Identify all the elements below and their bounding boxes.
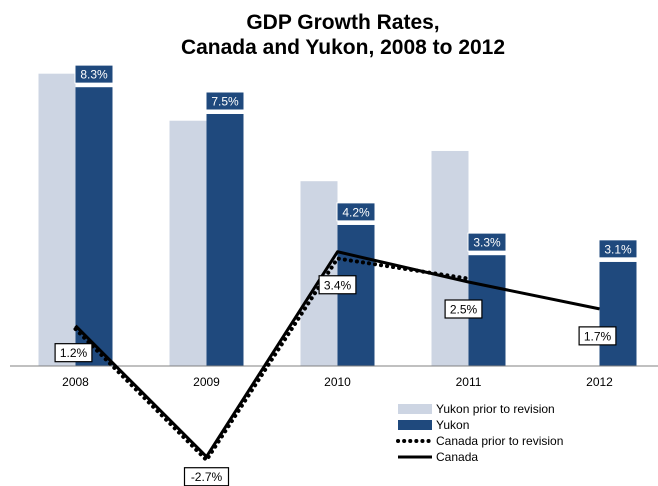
x-tick-label-2011: 2011 (456, 375, 482, 389)
line-label-box (578, 326, 617, 346)
legend: Yukon prior to revision Yukon Canada prior… (396, 402, 563, 464)
legend-label-0: Yukon prior to revision (436, 402, 555, 416)
x-tick-label-2009: 2009 (193, 375, 220, 389)
x-tick-labels: 2008 2009 2010 2011 2012 (62, 375, 613, 389)
bar-yukon-2008 (75, 87, 113, 367)
legend-label-1: Yukon (436, 418, 469, 432)
canada-prior-line (73, 256, 471, 463)
canada-label-2011: 2.5% (450, 303, 478, 317)
bar-yukon-prior-2010 (300, 181, 338, 366)
bar-labels-layer: 8.3% 7.5% 4.2% 3.3% 3.1% (74, 64, 638, 262)
x-tick-label-2008: 2008 (62, 375, 89, 389)
line-label-box (54, 343, 93, 363)
bar-label-2008: 8.3% (80, 68, 108, 82)
bar-yukon-2010 (337, 224, 375, 366)
bar-yukon-prior-2009 (169, 120, 207, 366)
bar-yukon-prior-2011 (431, 150, 469, 366)
x-tick-label-2010: 2010 (324, 375, 351, 389)
lines-layer (73, 250, 600, 463)
bar-label-box (467, 232, 507, 252)
bar-label-2010: 4.2% (342, 205, 370, 219)
chart-title-line-1: GDP Growth Rates, (246, 11, 439, 34)
bar-yukon-2012 (599, 261, 637, 366)
canada-label-2010: 3.4% (324, 278, 352, 292)
bar-yukon-prior-2008 (38, 73, 76, 367)
bar-yukon-2009 (206, 114, 244, 366)
canada-label-2009: -2.7% (191, 470, 223, 484)
legend-label-3: Canada (436, 450, 478, 464)
legend-swatch-1 (398, 420, 432, 430)
bar-label-2011: 3.3% (473, 236, 501, 250)
chart-title-line-2: Canada and Yukon, 2008 to 2012 (181, 36, 505, 59)
legend-label-2: Canada prior to revision (436, 434, 563, 448)
canada-label-2008: 1.2% (60, 346, 88, 360)
bar-label-box (598, 239, 638, 259)
canada-label-2012: 1.7% (584, 329, 612, 343)
bar-label-2009: 7.5% (211, 95, 239, 109)
x-tick-label-2012: 2012 (586, 375, 613, 389)
legend-swatch-0 (398, 404, 432, 414)
line-label-box (318, 275, 357, 295)
bar-label-box (74, 64, 114, 84)
bar-label-box (336, 202, 376, 222)
bars-layer (38, 73, 637, 367)
bar-label-2012: 3.1% (604, 242, 632, 256)
line-label-box (444, 299, 483, 319)
canada-line (74, 250, 600, 459)
line-labels-layer: 1.2% -2.7% 3.4% 2.5% 1.7% (54, 275, 617, 486)
bar-label-box (205, 91, 245, 111)
